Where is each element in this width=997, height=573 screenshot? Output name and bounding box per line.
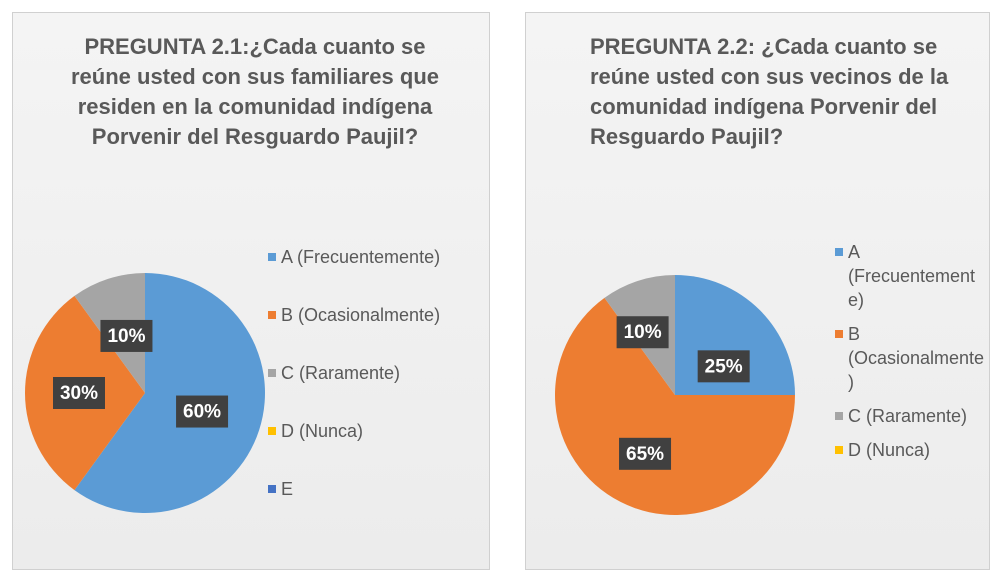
legend-item: A (Frecuentemente) bbox=[835, 240, 985, 312]
legend-label: E bbox=[281, 479, 294, 499]
pie-slice bbox=[555, 297, 795, 515]
legend-swatch bbox=[268, 311, 276, 319]
chart-title: PREGUNTA 2.2: ¿Cada cuanto se reúne uste… bbox=[590, 34, 949, 149]
legend-item: C (Raramente) bbox=[835, 404, 985, 428]
legend-label: A (Frecuentemente) bbox=[281, 247, 441, 267]
data-label-box bbox=[176, 395, 229, 428]
data-label: 65% bbox=[626, 444, 664, 465]
legend-label: B (Ocasionalmente) bbox=[848, 324, 985, 392]
legend-item: A (Frecuentemente) bbox=[268, 245, 488, 303]
data-label-box bbox=[616, 316, 669, 349]
legend-swatch bbox=[835, 446, 843, 454]
data-label: 25% bbox=[705, 356, 743, 377]
data-label-box bbox=[697, 350, 750, 383]
legend-label: C (Raramente) bbox=[281, 363, 401, 383]
data-label: 10% bbox=[624, 322, 662, 343]
legend-item: E bbox=[268, 477, 488, 535]
legend-label: D (Nunca) bbox=[281, 421, 364, 441]
legend-swatch bbox=[835, 412, 843, 420]
data-label: 60% bbox=[183, 402, 221, 423]
legend-swatch bbox=[268, 253, 276, 261]
legend-swatch bbox=[268, 369, 276, 377]
legend-label: B (Ocasionalmente) bbox=[281, 305, 441, 325]
legend-label: C (Raramente) bbox=[848, 406, 968, 426]
legend: A (Frecuentemente) B (Ocasionalmente) C (R… bbox=[835, 240, 985, 472]
legend-item: B (Ocasionalmente) bbox=[835, 322, 985, 394]
legend-swatch bbox=[268, 427, 276, 435]
legend-swatch bbox=[268, 485, 276, 493]
data-label: 10% bbox=[107, 326, 145, 347]
pie-slice bbox=[74, 273, 265, 513]
legend-label: D (Nunca) bbox=[848, 440, 931, 460]
legend-item: D (Nunca) bbox=[268, 419, 488, 477]
legend-label: A (Frecuentemente) bbox=[848, 242, 976, 310]
legend-swatch bbox=[835, 248, 843, 256]
legend-item: B (Ocasionalmente) bbox=[268, 303, 488, 361]
legend-swatch bbox=[835, 330, 843, 338]
legend: A (Frecuentemente) B (Ocasionalmente) C (R… bbox=[268, 245, 488, 535]
data-label-box bbox=[53, 377, 105, 409]
chart-title: PREGUNTA 2.1:¿Cada cuanto se reúne usted… bbox=[70, 34, 439, 149]
legend-item: D (Nunca) bbox=[835, 438, 985, 462]
data-label-box bbox=[619, 437, 672, 470]
data-label: 30% bbox=[60, 383, 98, 404]
data-label-box bbox=[100, 319, 153, 352]
legend-item: C (Raramente) bbox=[268, 361, 488, 419]
